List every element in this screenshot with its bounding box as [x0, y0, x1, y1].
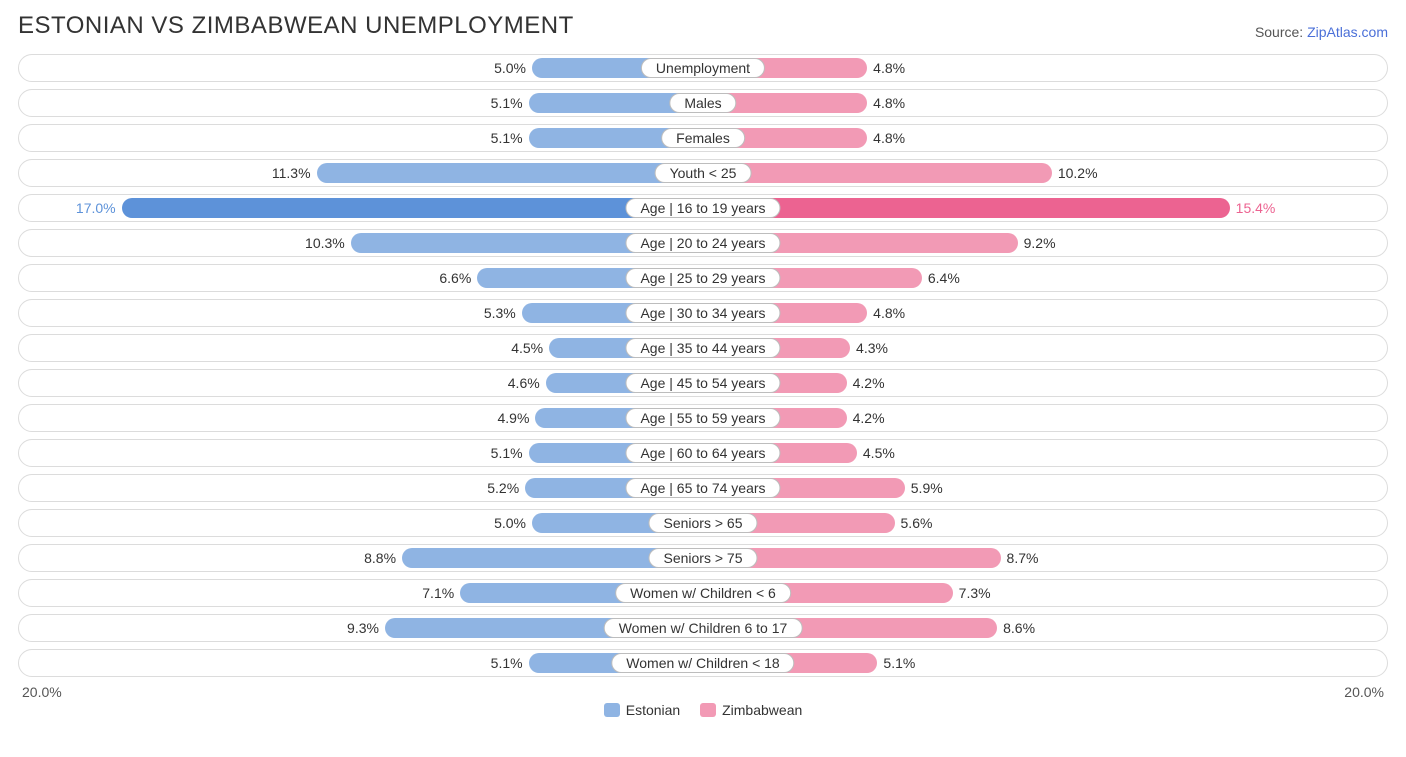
chart-row: 5.0% 4.8% Unemployment — [18, 54, 1388, 82]
chart-row: 5.1% 4.5% Age | 60 to 64 years — [18, 439, 1388, 467]
chart-row: 6.6% 6.4% Age | 25 to 29 years — [18, 264, 1388, 292]
value-left: 5.1% — [491, 650, 529, 678]
value-right: 4.3% — [850, 335, 888, 363]
category-pill: Unemployment — [641, 58, 765, 78]
category-pill: Age | 65 to 74 years — [625, 478, 780, 498]
axis-max-right: 20.0% — [1344, 684, 1384, 700]
value-right: 4.8% — [867, 55, 905, 83]
value-left: 4.6% — [508, 370, 546, 398]
value-right: 5.6% — [895, 510, 933, 538]
category-pill: Age | 60 to 64 years — [625, 443, 780, 463]
value-left: 17.0% — [76, 195, 122, 223]
bar-left — [317, 163, 703, 183]
chart-row: 11.3% 10.2% Youth < 25 — [18, 159, 1388, 187]
value-left: 4.9% — [498, 405, 536, 433]
value-right: 4.2% — [847, 370, 885, 398]
value-right: 4.2% — [847, 405, 885, 433]
legend-label-right: Zimbabwean — [722, 702, 802, 718]
axis-max-left: 20.0% — [22, 684, 62, 700]
value-right: 4.8% — [867, 90, 905, 118]
x-axis: 20.0% 20.0% — [18, 684, 1388, 700]
value-left: 5.0% — [494, 510, 532, 538]
legend-swatch-left — [604, 703, 620, 717]
page-title: ESTONIAN VS ZIMBABWEAN UNEMPLOYMENT — [18, 12, 574, 40]
chart-row: 4.6% 4.2% Age | 45 to 54 years — [18, 369, 1388, 397]
bar-right — [703, 198, 1230, 218]
value-left: 5.3% — [484, 300, 522, 328]
value-left: 5.2% — [487, 475, 525, 503]
value-right: 6.4% — [922, 265, 960, 293]
chart-row: 5.1% 4.8% Females — [18, 124, 1388, 152]
header: ESTONIAN VS ZIMBABWEAN UNEMPLOYMENT Sour… — [18, 12, 1388, 40]
category-pill: Age | 35 to 44 years — [625, 338, 780, 358]
value-right: 7.3% — [953, 580, 991, 608]
value-left: 8.8% — [364, 545, 402, 573]
bar-left — [122, 198, 703, 218]
chart-row: 8.8% 8.7% Seniors > 75 — [18, 544, 1388, 572]
category-pill: Seniors > 65 — [649, 513, 758, 533]
value-right: 8.7% — [1001, 545, 1039, 573]
value-left: 5.1% — [491, 125, 529, 153]
category-pill: Age | 55 to 59 years — [625, 408, 780, 428]
category-pill: Age | 25 to 29 years — [625, 268, 780, 288]
value-right: 5.9% — [905, 475, 943, 503]
bar-right — [703, 163, 1052, 183]
value-left: 6.6% — [439, 265, 477, 293]
value-left: 5.1% — [491, 90, 529, 118]
diverging-bar-chart: 5.0% 4.8% Unemployment 5.1% 4.8% Males 5.1% 4.8… — [18, 54, 1388, 677]
source-attribution: Source: ZipAtlas.com — [1255, 24, 1388, 40]
value-left: 7.1% — [422, 580, 460, 608]
value-right: 8.6% — [997, 615, 1035, 643]
value-right: 4.5% — [857, 440, 895, 468]
value-right: 5.1% — [877, 650, 915, 678]
category-pill: Females — [661, 128, 745, 148]
category-pill: Women w/ Children < 6 — [615, 583, 791, 603]
value-left: 9.3% — [347, 615, 385, 643]
source-link[interactable]: ZipAtlas.com — [1307, 24, 1388, 40]
category-pill: Seniors > 75 — [649, 548, 758, 568]
category-pill: Males — [669, 93, 736, 113]
category-pill: Youth < 25 — [655, 163, 752, 183]
value-right: 4.8% — [867, 125, 905, 153]
category-pill: Age | 45 to 54 years — [625, 373, 780, 393]
value-right: 15.4% — [1230, 195, 1276, 223]
category-pill: Age | 30 to 34 years — [625, 303, 780, 323]
value-left: 11.3% — [272, 160, 317, 188]
value-left: 5.1% — [491, 440, 529, 468]
chart-row: 5.1% 4.8% Males — [18, 89, 1388, 117]
value-left: 5.0% — [494, 55, 532, 83]
value-left: 4.5% — [511, 335, 549, 363]
category-pill: Age | 20 to 24 years — [625, 233, 780, 253]
chart-row: 5.1% 5.1% Women w/ Children < 18 — [18, 649, 1388, 677]
chart-row: 10.3% 9.2% Age | 20 to 24 years — [18, 229, 1388, 257]
category-pill: Women w/ Children < 18 — [611, 653, 794, 673]
chart-row: 5.2% 5.9% Age | 65 to 74 years — [18, 474, 1388, 502]
value-right: 4.8% — [867, 300, 905, 328]
legend-swatch-right — [700, 703, 716, 717]
legend-label-left: Estonian — [626, 702, 680, 718]
chart-row: 9.3% 8.6% Women w/ Children 6 to 17 — [18, 614, 1388, 642]
category-pill: Women w/ Children 6 to 17 — [604, 618, 803, 638]
category-pill: Age | 16 to 19 years — [625, 198, 780, 218]
value-right: 9.2% — [1018, 230, 1056, 258]
chart-row: 5.0% 5.6% Seniors > 65 — [18, 509, 1388, 537]
chart-row: 4.5% 4.3% Age | 35 to 44 years — [18, 334, 1388, 362]
chart-row: 17.0% 15.4% Age | 16 to 19 years — [18, 194, 1388, 222]
chart-row: 7.1% 7.3% Women w/ Children < 6 — [18, 579, 1388, 607]
legend: Estonian Zimbabwean — [18, 702, 1388, 718]
chart-row: 5.3% 4.8% Age | 30 to 34 years — [18, 299, 1388, 327]
value-right: 10.2% — [1052, 160, 1098, 188]
value-left: 10.3% — [305, 230, 351, 258]
source-label: Source: — [1255, 24, 1307, 40]
chart-row: 4.9% 4.2% Age | 55 to 59 years — [18, 404, 1388, 432]
